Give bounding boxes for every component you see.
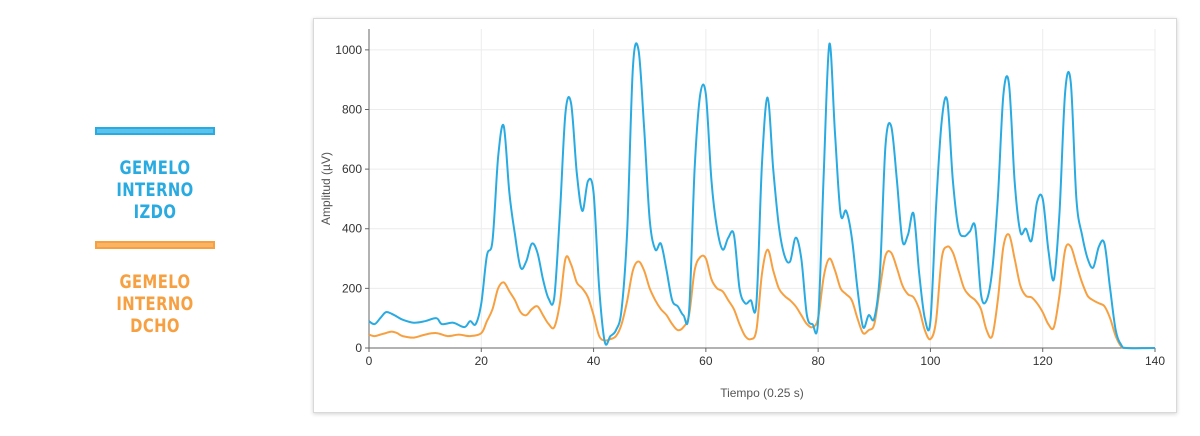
legend-swatch-izdo [95,127,215,135]
emg-line-chart: 0 200 400 600 800 1000 0 20 40 60 80 100 120 140 Tiemp… [319,29,1165,400]
y-tick-label: 400 [342,222,362,236]
series-line-izdo [368,42,1156,350]
y-axis-title: Amplitud (µV) [319,152,333,225]
legend-label-dcho-line2: DCHO [130,315,180,337]
legend-label-izdo: GEMELO INTERNO IZDO [93,157,218,223]
legend-label-dcho-line1: GEMELO INTERNO [116,271,194,315]
legend-label-izdo-line2: IZDO [133,201,177,223]
x-tick-label: 0 [366,354,373,368]
legend-label-izdo-line1: GEMELO INTERNO [116,157,194,201]
x-tick-label: 140 [1145,354,1165,368]
y-tick-label: 200 [342,281,362,295]
legend-item-izdo: GEMELO INTERNO IZDO [75,127,235,223]
x-axis-title: Tiempo (0.25 s) [720,386,804,400]
legend-swatch-dcho [95,241,215,249]
x-tick-label: 40 [587,354,601,368]
legend-label-dcho: GEMELO INTERNO DCHO [93,271,218,337]
x-tick-label: 120 [1033,354,1053,368]
y-tick-label: 0 [355,341,362,355]
x-tick-label: 60 [699,354,713,368]
y-tick-label: 1000 [335,43,362,57]
y-tick-label: 600 [342,162,362,176]
x-tick-label: 100 [920,354,940,368]
x-tick-label: 20 [475,354,489,368]
legend-item-dcho: GEMELO INTERNO DCHO [75,241,235,337]
y-tick-label: 800 [342,102,362,116]
x-tick-label: 80 [811,354,825,368]
chart-panel: 0 200 400 600 800 1000 0 20 40 60 80 100 120 140 Tiemp… [313,18,1177,413]
series-line-dcho [368,233,1156,350]
